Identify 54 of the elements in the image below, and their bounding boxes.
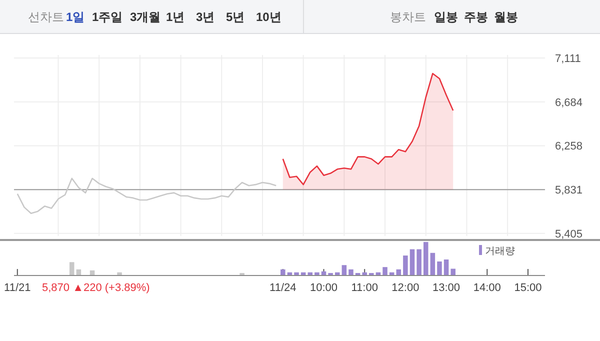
bar xyxy=(362,272,367,275)
x-tick-label: 13:00 xyxy=(432,282,460,294)
bar xyxy=(90,270,95,275)
text: 3개월 xyxy=(130,10,161,24)
bar xyxy=(287,272,292,275)
bar xyxy=(308,272,313,275)
y-tick-label: 5,831 xyxy=(555,184,583,197)
text: 10년 xyxy=(256,10,282,24)
bar xyxy=(450,268,456,275)
x-tick-label: 10:00 xyxy=(310,282,338,294)
bar xyxy=(416,249,422,275)
text: 1일 xyxy=(66,10,85,24)
text: 봉차트 xyxy=(390,10,426,24)
bar xyxy=(423,242,428,275)
y-tick-label: 6,258 xyxy=(555,140,583,153)
text: 주봉 xyxy=(464,10,488,24)
bar xyxy=(76,269,82,275)
bar xyxy=(444,259,449,275)
bar xyxy=(300,272,306,275)
x-tick-label: 14:00 xyxy=(473,282,501,294)
bar xyxy=(403,256,408,275)
bar xyxy=(396,269,402,275)
bar xyxy=(437,261,442,275)
bar xyxy=(294,272,299,275)
x-tick-label: 11/24 xyxy=(270,282,296,294)
bar xyxy=(410,249,415,275)
text: 5년 xyxy=(226,10,245,24)
bar xyxy=(321,271,326,275)
text: 1년 xyxy=(166,10,185,24)
x-tick-label: 12:00 xyxy=(392,282,420,294)
x-tick-label: 11/21 xyxy=(4,282,31,294)
bar xyxy=(389,272,394,275)
text: 3년 xyxy=(196,10,215,24)
text: 선차트 xyxy=(28,10,64,24)
bar xyxy=(117,272,122,275)
text: 일봉 xyxy=(434,10,458,24)
bar xyxy=(382,267,388,275)
x-tick-label: 11:00 xyxy=(351,282,378,294)
text: 5,870 ▲220 (+3.89%) xyxy=(42,282,150,294)
legend-label: 거래량 xyxy=(485,246,515,257)
y-tick-label: 5,405 xyxy=(555,228,583,240)
bar xyxy=(430,252,436,275)
text: 1주일 xyxy=(92,10,123,24)
bar xyxy=(314,272,320,275)
bar xyxy=(376,272,381,275)
line-series xyxy=(16,178,277,214)
bar xyxy=(334,272,340,275)
bar xyxy=(69,262,74,275)
bar xyxy=(348,269,354,275)
y-tick-label: 6,684 xyxy=(555,96,583,109)
y-tick-label: 7,111 xyxy=(555,52,581,65)
bar xyxy=(342,265,347,275)
x-tick-label: 15:00 xyxy=(514,282,542,294)
text: 월봉 xyxy=(494,10,518,24)
